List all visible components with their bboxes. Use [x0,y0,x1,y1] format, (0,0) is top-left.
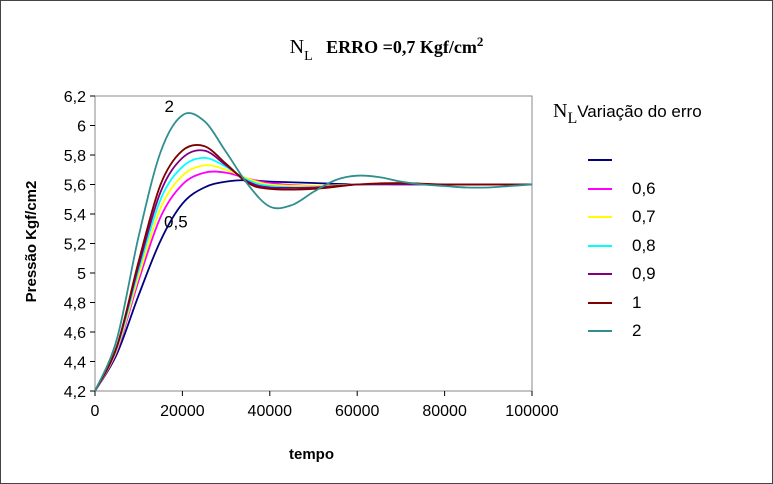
y-tick-label: 5,8 [64,148,86,165]
title-n: N [289,36,305,58]
annotation-label: 2 [165,97,174,116]
y-tick-label: 4,4 [64,355,86,372]
x-tick-label: 100000 [505,403,558,420]
title-superscript: 2 [476,34,484,49]
legend-item: 0,8 [588,232,656,261]
legend-label: 2 [632,321,642,341]
y-axis-label: Pressão Kgf/cm2 [23,181,40,303]
legend-title: NLVariação do erro [553,100,702,127]
legend-swatch [588,273,612,276]
legend-item: 0,7 [588,203,656,232]
y-tick-label: 5 [77,266,86,283]
x-tick-label: 60000 [335,403,380,420]
legend-label: 0,8 [632,235,656,255]
legend-item [588,146,656,175]
x-axis-label: tempo [289,446,334,463]
y-tick-label: 4,8 [64,296,86,313]
x-tick-label: 80000 [422,403,467,420]
y-tick-label: 6,2 [64,89,86,106]
legend-item: 1 [588,289,656,318]
legend-swatch [588,159,612,162]
y-tick-label: 5,6 [64,178,86,195]
legend: 0,6 0,7 0,8 0,9 1 2 [588,146,656,346]
legend-item: 2 [588,317,656,346]
plot-area [94,95,533,392]
legend-item: 0,6 [588,175,656,204]
chart-title: NL ERRO =0,7 Kgf/cm2 [0,34,773,64]
x-tick-label: 40000 [248,403,293,420]
legend-title-text: Variação do erro [577,102,702,121]
x-tick-label: 20000 [160,403,205,420]
legend-title-n: N [553,100,568,122]
legend-title-subscript: L [567,110,578,127]
legend-label: 0,9 [632,264,656,284]
legend-label: 0,7 [632,207,656,227]
y-tick-label: 5,4 [64,207,86,224]
legend-item: 0,9 [588,260,656,289]
legend-swatch [588,187,612,190]
title-subscript: L [304,49,313,64]
legend-swatch [588,330,612,333]
title-text: ERRO =0,7 Kgf/cm [326,37,477,57]
legend-label: 0,6 [632,178,656,198]
legend-swatch [588,301,612,304]
x-tick-label: 0 [91,403,100,420]
y-tick-label: 6 [77,119,86,136]
y-tick-label: 4,2 [64,384,86,401]
y-tick-label: 4,6 [64,325,86,342]
annotation-label: 0,5 [164,212,188,231]
legend-label: 1 [632,292,642,312]
y-tick-label: 5,2 [64,237,86,254]
series-line-2 [94,112,533,392]
legend-swatch [588,244,612,247]
legend-swatch [588,216,612,219]
